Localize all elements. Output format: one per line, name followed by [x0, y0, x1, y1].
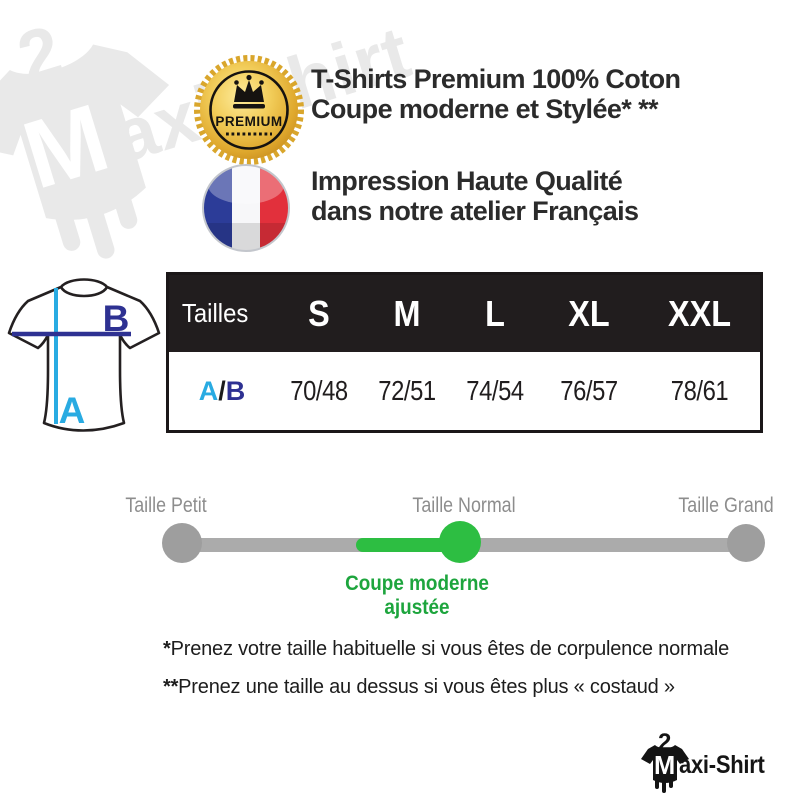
feature-premium-line2: Coupe moderne et Stylée* **: [311, 94, 659, 124]
size-col-xxl: XXL: [667, 292, 731, 334]
fit-slider: Taille Petit Taille Normal Taille Grand …: [0, 490, 800, 625]
footnote-2-text: Prenez une taille au dessus si vous êtes…: [178, 676, 675, 698]
slider-endpoint-right: [727, 524, 765, 562]
tshirt-collar: [59, 286, 109, 298]
feature-printing-text: Impression Haute Qualité dans notre atel…: [311, 166, 639, 226]
logo-wordmark: axi-Shirt: [679, 751, 765, 779]
slider-label-large: Taille Grand: [678, 494, 774, 517]
slider-label-normal: Taille Normal: [412, 494, 516, 517]
size-col-m: M: [393, 292, 421, 334]
fit-caption: Coupe moderne ajustée: [337, 572, 497, 620]
measure-label-a: A: [59, 390, 86, 431]
slider-green-knob: [439, 521, 481, 563]
value-l: 74/54: [466, 375, 524, 406]
footnote-1: *Prenez votre taille habituelle si vous …: [163, 638, 729, 661]
slider-label-small: Taille Petit: [125, 494, 207, 517]
value-s: 70/48: [290, 375, 348, 406]
brand-logo: 2 M axi-Shirt: [641, 729, 765, 793]
watermark-tshirt-icon: [0, 44, 170, 259]
row-label-b: B: [225, 375, 246, 406]
feature-printing-line1: Impression Haute Qualité: [311, 166, 623, 196]
footnotes: *Prenez votre taille habituelle si vous …: [163, 638, 729, 714]
value-m: 72/51: [378, 375, 436, 406]
value-xxl: 78/61: [670, 375, 729, 406]
tshirt-outline: [7, 278, 161, 432]
footnote-1-text: Prenez votre taille habituelle si vous ê…: [170, 638, 730, 660]
footnote-2: **Prenez une taille au dessus si vous êt…: [163, 676, 729, 699]
footnote-1-marker: *: [163, 638, 171, 660]
fit-caption-line2: ajustée: [384, 596, 450, 619]
slider-endpoint-left: [162, 523, 202, 563]
size-col-xl: XL: [568, 292, 610, 334]
premium-badge-icon: PREMIUM: [194, 55, 304, 165]
french-flag-icon: [202, 164, 290, 252]
measure-label-b: B: [103, 298, 130, 339]
logo-tshirt-icon: M: [641, 745, 689, 793]
feature-premium-text: T-Shirts Premium 100% Coton Coupe modern…: [311, 64, 681, 124]
feature-printing-line2: dans notre atelier Français: [311, 196, 639, 226]
size-table-value-row: A/B 70/48 72/51 74/54 76/57 78/61: [169, 352, 760, 430]
watermark-hanger-hook-icon: 2: [9, 11, 71, 99]
size-table-corner-label: Tailles: [181, 298, 249, 328]
watermark-letter-m: M: [12, 84, 120, 210]
size-col-s: S: [308, 292, 330, 334]
logo-letter-m: M: [654, 752, 675, 780]
size-table-header-row: Tailles S M L XL XXL: [169, 275, 760, 352]
slider-green-segment: [356, 538, 460, 552]
row-label-ab: A/B: [169, 376, 275, 407]
size-col-l: L: [485, 292, 505, 334]
fit-caption-line1: Coupe moderne: [345, 572, 489, 595]
size-table: Tailles S M L XL XXL A/B 70/48 72/51 74/…: [166, 272, 763, 433]
footnote-2-marker: **: [163, 676, 179, 698]
value-xl: 76/57: [560, 375, 618, 406]
row-label-a: A: [198, 375, 219, 406]
premium-badge-label: PREMIUM: [215, 114, 282, 129]
feature-premium-line1: T-Shirts Premium 100% Coton: [311, 64, 681, 94]
crown-icon: [233, 74, 265, 109]
tshirt-measure-diagram: B A: [7, 278, 161, 432]
row-label-sep: /: [218, 375, 226, 406]
